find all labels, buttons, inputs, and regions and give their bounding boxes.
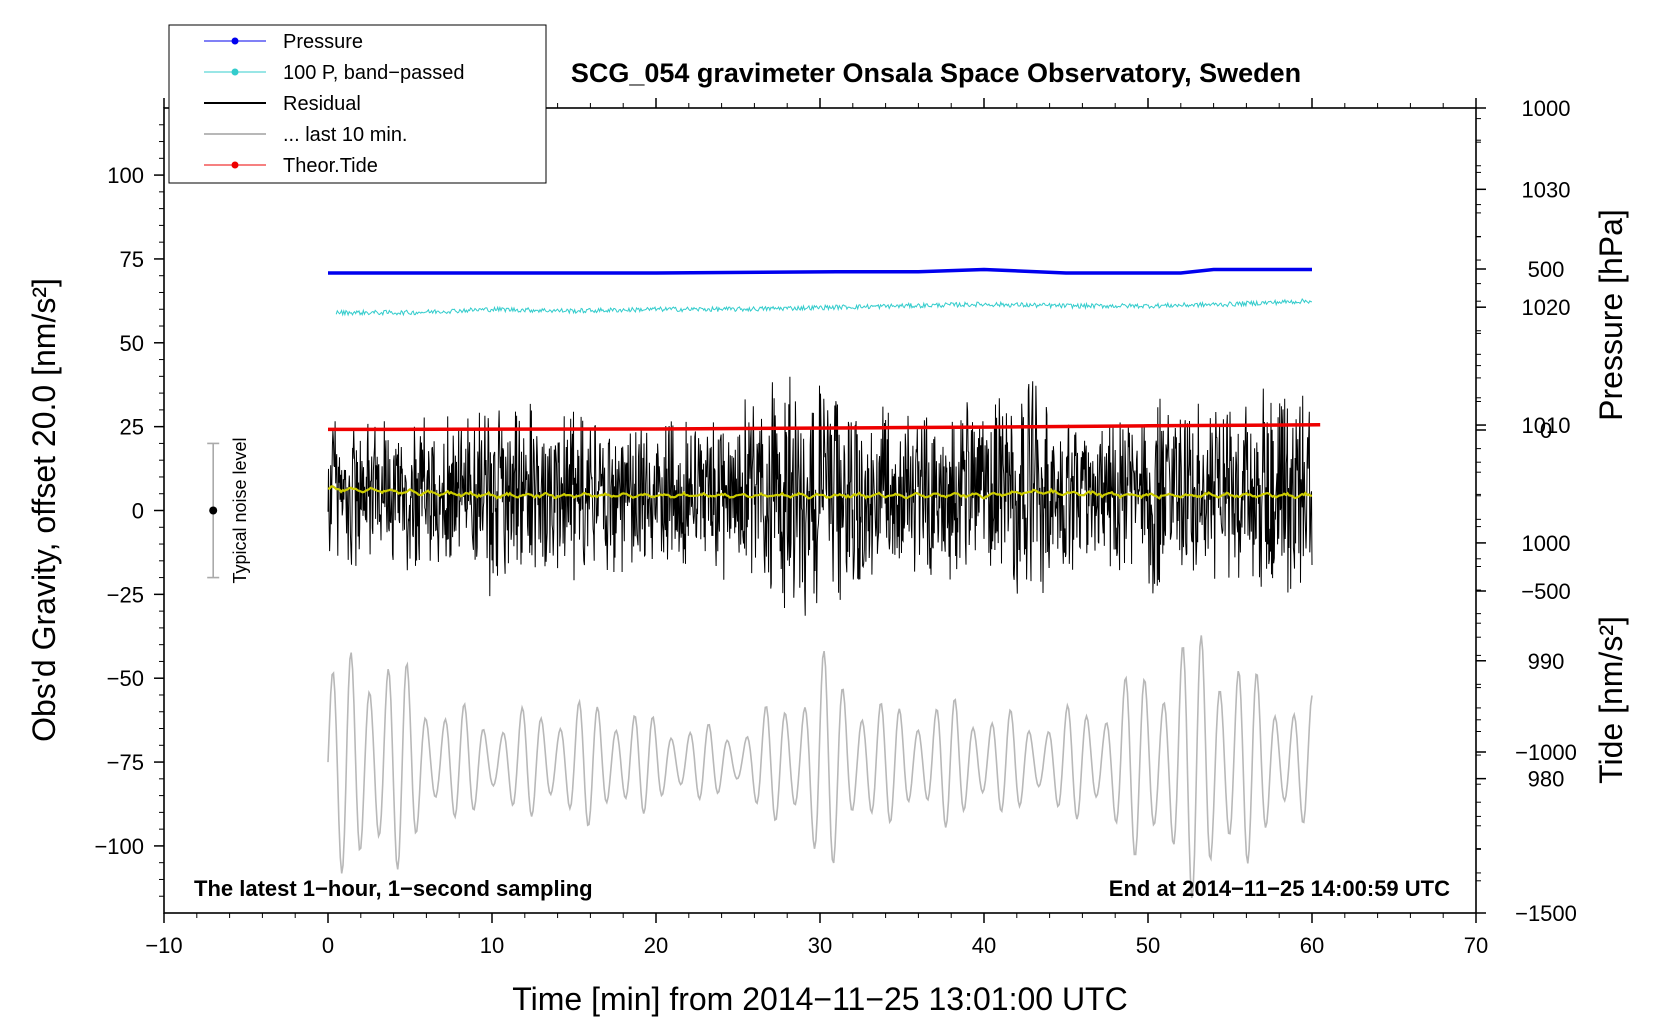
x-tick-label: 20: [644, 933, 668, 958]
y-tick-label: 50: [120, 331, 144, 356]
series-residual-smoothed: [327, 485, 1312, 500]
series-residual: [327, 376, 1313, 616]
x-tick-label: 60: [1300, 933, 1324, 958]
tide-tick-label: −1500: [1515, 901, 1577, 926]
chart-title: SCG_054 gravimeter Onsala Space Observat…: [571, 58, 1301, 88]
pressure-tick-label: 990: [1528, 649, 1565, 674]
x-tick-label: 40: [972, 933, 996, 958]
y-tick-label: 100: [107, 163, 144, 188]
pressure-tick-label: 1010: [1522, 413, 1571, 438]
noise-center-dot: [209, 506, 218, 515]
y-tick-label: −100: [94, 834, 144, 859]
series-last-10-min: [327, 635, 1313, 899]
series-layer: [327, 267, 1321, 899]
ticks-layer: −10 0 10 20 30 40 50 60 70−100−75−50−25025507510…: [94, 96, 1576, 958]
x-tick-label: 70: [1464, 933, 1488, 958]
legend: Pressure 100 P, band−passed Residual ... la…: [168, 24, 547, 184]
y-tick-label: −50: [107, 666, 144, 691]
pressure-tick-label: 1030: [1522, 177, 1571, 202]
y-tick-label: 0: [132, 499, 144, 524]
x-tick-label: 50: [1136, 933, 1160, 958]
pressure-tick-label: 1000: [1522, 531, 1571, 556]
legend-marker: [231, 161, 239, 169]
legend-label: ... last 10 min.: [283, 124, 408, 146]
legend-label: Pressure: [283, 31, 363, 53]
legend-label: Theor.Tide: [283, 155, 378, 177]
noise-level-indicator: Typical noise level: [207, 437, 250, 584]
noise-level-label: Typical noise level: [230, 437, 250, 583]
tide-axis-title: Tide [nm/s²]: [1593, 616, 1629, 784]
tide-tick-label: −1000: [1515, 740, 1577, 765]
y-tick-label: −75: [107, 750, 144, 775]
tide-tick-label: 0: [1540, 418, 1552, 443]
tide-tick-label: 500: [1528, 257, 1565, 282]
annotation-sampling: The latest 1−hour, 1−second sampling: [194, 876, 593, 901]
pressure-tick-label: 980: [1528, 767, 1565, 792]
tide-tick-label: −500: [1521, 579, 1571, 604]
pressure-tick-label: 1020: [1522, 295, 1571, 320]
x-tick-label: 10: [480, 933, 504, 958]
series-theoretical-tide: [327, 423, 1321, 432]
legend-marker: [231, 68, 239, 76]
x-axis-title: Time [min] from 2014−11−25 13:01:00 UTC: [512, 981, 1127, 1017]
y-tick-label: 25: [120, 415, 144, 440]
x-tick-label: 0: [322, 933, 334, 958]
y-tick-label: −25: [107, 582, 144, 607]
series-pressure: [328, 267, 1312, 275]
series-pressure-bandpassed: [335, 298, 1312, 317]
x-tick-label: −10: [145, 933, 182, 958]
pressure-axis-title: Pressure [hPa]: [1593, 209, 1629, 421]
x-tick-label: 30: [808, 933, 832, 958]
annotation-end-time: End at 2014−11−25 14:00:59 UTC: [1109, 876, 1450, 901]
legend-label: Residual: [283, 93, 361, 115]
tide-tick-label: 1000: [1522, 96, 1571, 121]
y-tick-label: 75: [120, 247, 144, 272]
legend-marker: [231, 37, 239, 45]
y-axis-title: Obs'd Gravity, offset 20.0 [nm/s²]: [26, 278, 62, 742]
legend-label: 100 P, band−passed: [283, 62, 464, 84]
